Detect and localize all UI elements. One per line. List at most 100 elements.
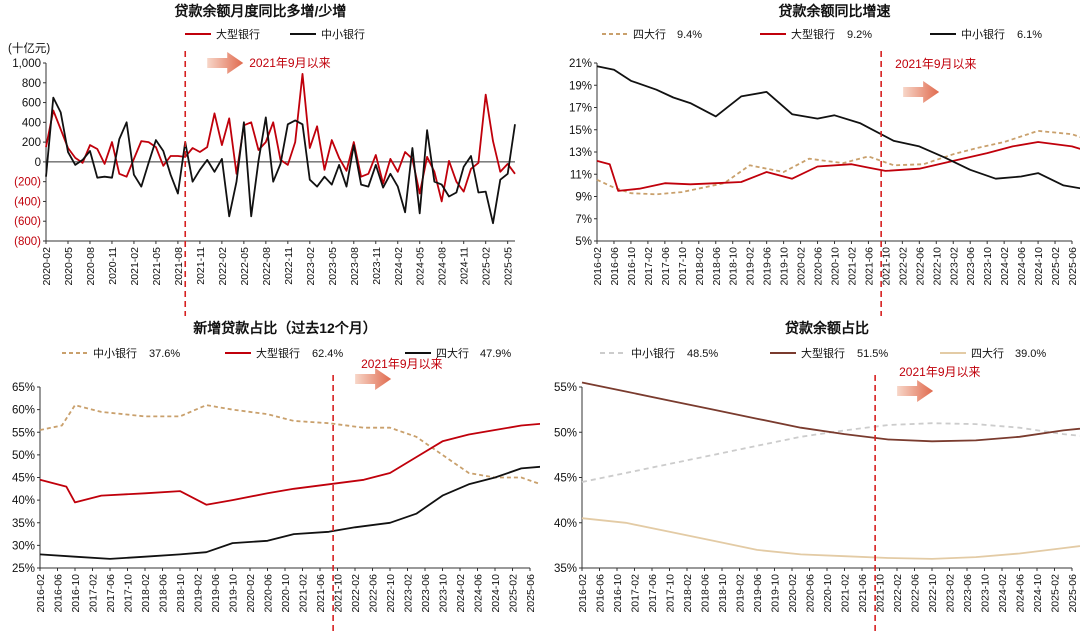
x-tick-label: 2018-02 <box>694 247 706 286</box>
y-tick-label: 200 <box>22 137 41 149</box>
x-tick-label: 2025-06 <box>1067 247 1079 286</box>
x-tick-label: 2021-10 <box>875 574 887 613</box>
x-tick-label: 2022-10 <box>385 574 397 613</box>
annotation-text: 2021年9月以来 <box>895 57 976 71</box>
x-tick-label: 2016-10 <box>612 574 624 613</box>
x-tick-label: 2023-06 <box>420 574 432 613</box>
legend-value-2: 62.4% <box>312 348 343 360</box>
y-tick-label: 45% <box>12 473 35 485</box>
x-tick-label: 2021-02 <box>129 247 141 286</box>
series-line-2 <box>581 381 1080 443</box>
x-tick-label: 2023-11 <box>371 247 383 285</box>
x-tick-label: 2022-06 <box>914 247 926 286</box>
y-tick-label: 19% <box>569 80 592 92</box>
y-tick-label: 50% <box>12 450 35 462</box>
legend-label-1: 中小银行 <box>631 346 675 360</box>
x-tick-label: 2017-10 <box>123 574 135 613</box>
legend-value-3: 6.1% <box>1017 29 1042 41</box>
x-tick-label: 2022-08 <box>261 247 273 286</box>
x-tick-label: 2021-06 <box>315 574 327 613</box>
x-tick-label: 2017-06 <box>660 247 672 286</box>
series-line-2 <box>596 141 1080 192</box>
chart-title: 新增贷款占比（过去12个月） <box>193 320 377 336</box>
x-tick-label: 2017-06 <box>105 574 117 613</box>
legend-label-1: 四大行 <box>633 27 666 41</box>
chart-title: 贷款余额月度同比多增/少增 <box>175 3 347 19</box>
y-tick-label: 60% <box>12 405 35 417</box>
x-tick-label: 2024-11 <box>459 247 471 285</box>
legend-value-2: 51.5% <box>857 348 888 360</box>
y-tick-label: 800 <box>22 78 41 90</box>
x-tick-label: 2025-06 <box>525 574 537 613</box>
x-tick-label: 2024-10 <box>1033 247 1045 286</box>
x-tick-label: 2020-11 <box>107 247 119 285</box>
legend-value-3: 47.9% <box>480 348 511 360</box>
y-tick-label: 35% <box>12 518 35 530</box>
annotation-arrow <box>207 52 244 74</box>
x-tick-label: 2021-08 <box>173 247 185 286</box>
y-tick-label: 55% <box>12 427 35 439</box>
annotation-arrow <box>903 81 940 103</box>
chart-new-loan-share: 新增贷款占比（过去12个月） 65% 60% 55% 50% 45% 40% 35% 30% 25… <box>12 320 540 633</box>
annotation-text: 2021年9月以来 <box>249 56 330 70</box>
x-tick-label: 2016-06 <box>609 247 621 286</box>
legend-label-3: 中小银行 <box>961 27 1005 41</box>
x-tick-label: 2019-02 <box>745 247 757 286</box>
x-tick-label: 2020-02 <box>787 574 799 613</box>
y-tick-label: (400) <box>14 196 41 208</box>
series-line-3 <box>581 517 1080 560</box>
x-tick-label: 2021-06 <box>857 574 869 613</box>
x-tick-label: 2017-06 <box>647 574 659 613</box>
y-tick-label: 50% <box>554 427 577 439</box>
x-tick-label: 2024-10 <box>490 574 502 613</box>
y-tick-label: 25% <box>12 563 35 575</box>
series-line-3 <box>596 65 1080 190</box>
x-tick-label: 2023-02 <box>945 574 957 613</box>
y-tick-label: 5% <box>575 236 592 248</box>
x-tick-label: 2020-06 <box>813 247 825 286</box>
x-tick-label: 2017-10 <box>665 574 677 613</box>
x-tick-label: 2017-02 <box>643 247 655 286</box>
legend-label-2: 大型银行 <box>256 346 300 360</box>
x-tick-label: 2020-02 <box>245 574 257 613</box>
y-tick-label: 35% <box>554 563 577 575</box>
y-tick-label: 7% <box>575 214 592 226</box>
x-tick-label: 2019-06 <box>210 574 222 613</box>
legend-value-1: 9.4% <box>677 29 702 41</box>
x-tick-label: 2020-05 <box>63 247 75 286</box>
x-tick-label: 2021-02 <box>846 247 858 286</box>
y-tick-label: 17% <box>569 103 592 115</box>
y-tick-label: 40% <box>12 495 35 507</box>
x-tick-label: 2022-02 <box>892 574 904 613</box>
x-tick-label: 2020-06 <box>805 574 817 613</box>
x-tick-label: 2024-02 <box>999 247 1011 286</box>
x-tick-label: 2023-02 <box>403 574 415 613</box>
series-line-2 <box>45 96 516 225</box>
x-tick-label: 2021-02 <box>298 574 310 613</box>
x-tick-label: 2019-10 <box>779 247 791 286</box>
series-line-2 <box>39 422 540 506</box>
y-tick-label: 40% <box>554 518 577 530</box>
x-tick-label: 2021-10 <box>880 247 892 286</box>
x-tick-label: 2025-02 <box>508 574 520 613</box>
x-tick-label: 2025-02 <box>1050 574 1062 613</box>
y-tick-label: (600) <box>14 216 41 228</box>
x-tick-label: 2021-05 <box>151 247 163 286</box>
x-tick-label: 2016-10 <box>626 247 638 286</box>
x-tick-label: 2017-02 <box>630 574 642 613</box>
x-tick-label: 2023-02 <box>948 247 960 286</box>
x-tick-label: 2022-10 <box>927 574 939 613</box>
legend-label-1: 中小银行 <box>93 346 137 360</box>
chart-loan-balance-growth-rate: 贷款余额同比增速 21% 19% 17% 15% 13% 11% 9% 7% 5%2016-02 2… <box>569 3 1080 316</box>
x-tick-label: 2025-05 <box>503 247 515 286</box>
x-tick-label: 2022-02 <box>217 247 229 286</box>
annotation-text: 2021年9月以来 <box>899 365 980 379</box>
x-tick-label: 2018-10 <box>728 247 740 286</box>
x-tick-label: 2019-10 <box>228 574 240 613</box>
x-tick-label: 2024-05 <box>415 247 427 286</box>
legend-label-2: 中小银行 <box>321 27 365 41</box>
x-tick-label: 2016-06 <box>53 574 65 613</box>
y-tick-label: 45% <box>554 473 577 485</box>
x-tick-label: 2019-02 <box>193 574 205 613</box>
x-tick-label: 2018-02 <box>140 574 152 613</box>
